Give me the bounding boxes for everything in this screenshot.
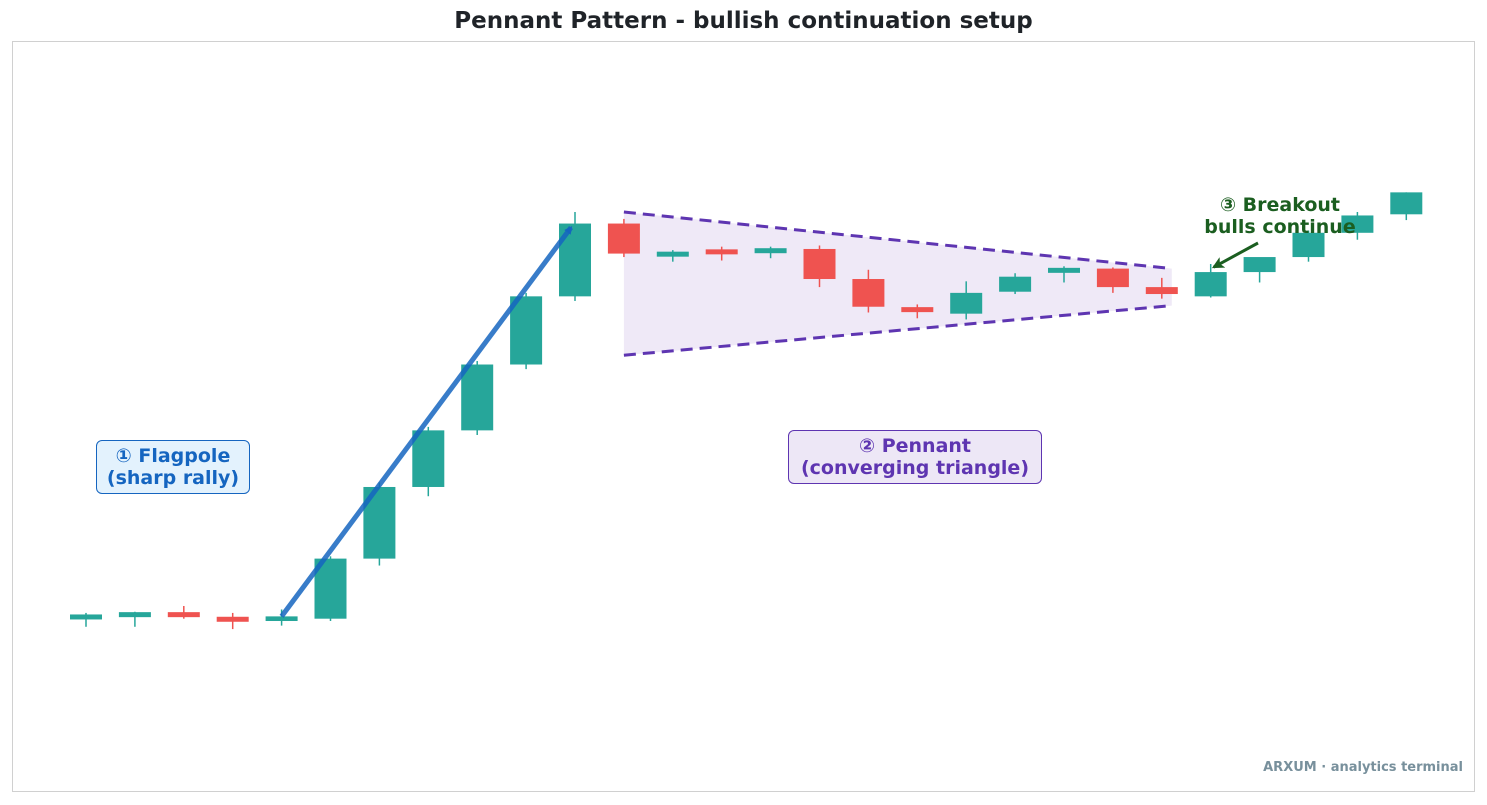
- breakout-annotation: ③ Breakout bulls continue: [1204, 194, 1356, 238]
- candle: [1390, 192, 1423, 221]
- candle-body: [803, 248, 836, 280]
- candle: [265, 609, 298, 626]
- breakout-arrow: [1211, 241, 1259, 269]
- candle: [1096, 267, 1129, 293]
- candle-body: [118, 612, 151, 618]
- candle: [118, 611, 151, 627]
- candle: [1048, 266, 1080, 283]
- candle-body: [265, 616, 298, 622]
- candle-body: [1243, 257, 1276, 273]
- candle: [412, 426, 445, 497]
- candle: [1341, 211, 1374, 240]
- candle: [705, 246, 738, 261]
- pennant-layer: [623, 210, 1172, 357]
- candle-body: [510, 296, 543, 365]
- candle-body: [1048, 267, 1080, 273]
- candle: [1292, 230, 1325, 262]
- candle-body: [901, 307, 934, 313]
- candle: [754, 246, 787, 259]
- flagpole-annotation: ① Flagpole (sharp rally): [96, 440, 250, 494]
- pennant-fill: [623, 211, 1172, 356]
- pennant-upper-line: [623, 210, 1172, 271]
- candle: [901, 304, 934, 319]
- candle-body: [607, 223, 640, 254]
- candle-body: [656, 251, 689, 257]
- flagpole-arrow: [279, 225, 574, 618]
- candle-body: [1194, 272, 1227, 297]
- candle-body: [70, 614, 102, 620]
- candle: [656, 250, 689, 262]
- candle: [1243, 257, 1276, 283]
- candle: [70, 612, 102, 627]
- watermark: ARXUM · analytics terminal: [1263, 760, 1463, 775]
- candle-body: [1096, 268, 1129, 288]
- candle: [852, 269, 885, 313]
- candle: [950, 281, 983, 320]
- candle: [607, 218, 640, 258]
- candle: [216, 612, 249, 630]
- candle: [167, 605, 200, 619]
- candle-body: [1390, 192, 1423, 215]
- candle-body: [754, 248, 787, 254]
- annotation-layer: [279, 225, 1259, 618]
- pennant-lower-line: [623, 304, 1172, 357]
- candle: [999, 273, 1032, 295]
- candle-body: [999, 276, 1032, 292]
- candle: [510, 292, 543, 370]
- candle-body: [1341, 215, 1374, 233]
- candle-body: [950, 292, 983, 314]
- candle-body: [705, 249, 738, 255]
- chart-title: Pennant Pattern - bullish continuation s…: [454, 8, 1033, 34]
- candle-body: [461, 364, 494, 431]
- candle: [363, 482, 396, 566]
- candle-body: [1292, 232, 1325, 258]
- candle: [559, 211, 591, 301]
- candle-body: [167, 612, 200, 618]
- plot-frame: [12, 41, 1475, 792]
- candle: [803, 245, 836, 288]
- candle-body: [412, 430, 445, 487]
- candle: [1194, 263, 1227, 298]
- candle: [1145, 277, 1178, 299]
- candle: [461, 361, 494, 435]
- pennant-annotation: ② Pennant (converging triangle): [788, 430, 1042, 484]
- candle-body: [852, 279, 885, 307]
- candle-body: [216, 616, 249, 622]
- candle-body: [1145, 287, 1178, 295]
